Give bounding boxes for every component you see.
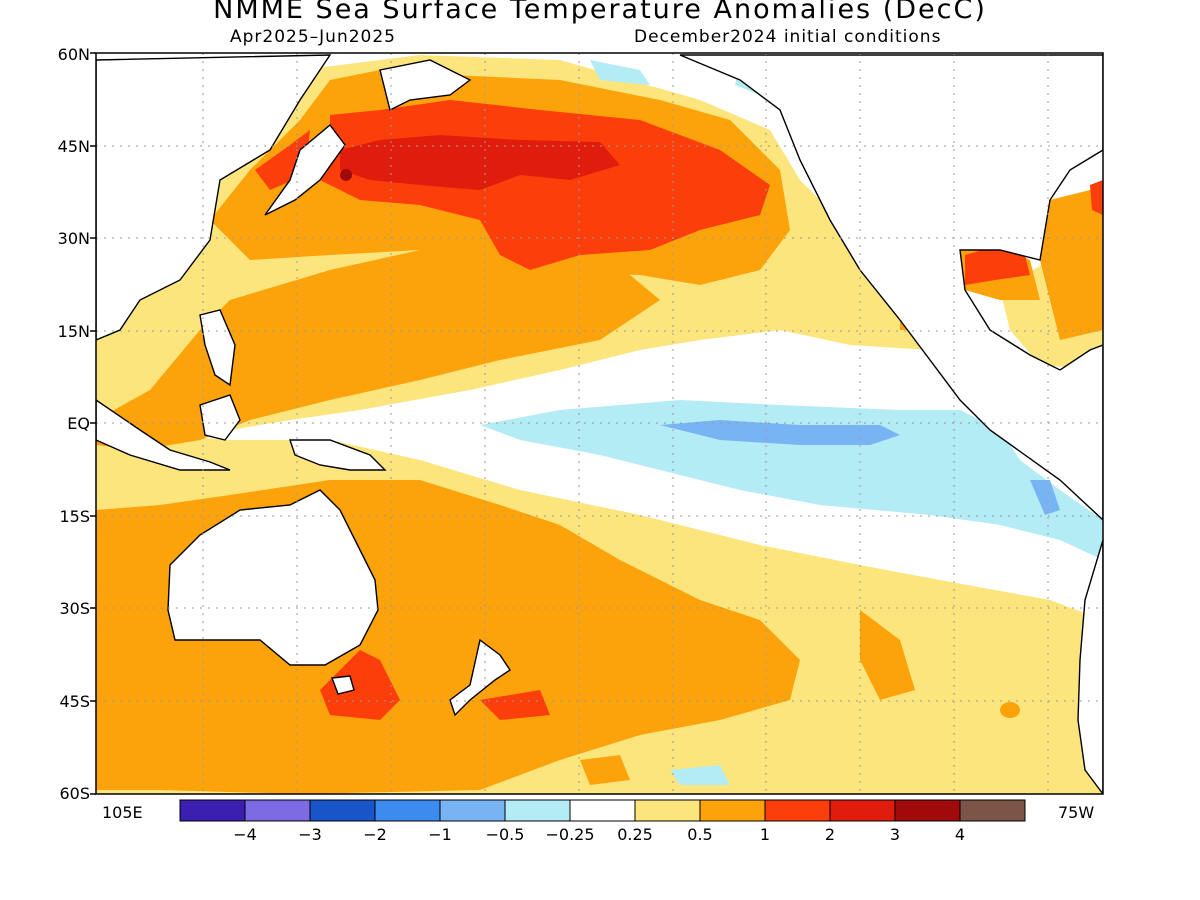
australia xyxy=(167,489,379,666)
north-america xyxy=(679,54,1103,521)
borneo xyxy=(199,394,241,441)
philippines xyxy=(199,309,236,387)
lon-label-east: 75W xyxy=(1058,803,1095,822)
colorbar-swatch xyxy=(569,799,636,822)
lat-label-45s: 45S xyxy=(59,692,90,711)
colorbar-tick-label: −0.25 xyxy=(545,825,595,844)
asia-mainland xyxy=(96,54,332,341)
colorbar-tick-label: −4 xyxy=(233,825,257,844)
lon-label-west: 105E xyxy=(102,803,143,822)
anomaly-field xyxy=(96,53,1103,794)
lat-label-15s: 15S xyxy=(59,507,90,526)
japan xyxy=(264,123,346,216)
colorbar-swatch xyxy=(244,799,311,822)
graticule xyxy=(96,53,1103,794)
colorbar-tick-label: −0.5 xyxy=(485,825,525,844)
colorbar-tick-label: −2 xyxy=(363,825,387,844)
lat-label-eq: EQ xyxy=(67,414,90,433)
anomaly-neg-05-1 xyxy=(660,420,1060,515)
colorbar xyxy=(179,799,1026,822)
anomaly-2-3 xyxy=(340,135,620,190)
colorbar-swatch xyxy=(179,799,246,822)
lat-ticks xyxy=(90,52,96,795)
colorbar-swatch xyxy=(634,799,701,822)
colorbar-tick-label: 0.25 xyxy=(617,825,653,844)
colorbar-swatch xyxy=(894,799,961,822)
sumatra-java xyxy=(96,399,231,471)
new-zealand xyxy=(449,638,511,717)
colorbar-tick-label: 0.5 xyxy=(687,825,713,844)
colorbar-swatch xyxy=(309,799,376,822)
season-subtitle: Apr2025–Jun2025 xyxy=(230,27,396,47)
continents xyxy=(96,54,1103,794)
colorbar-tick-label: −3 xyxy=(298,825,322,844)
colorbar-swatch xyxy=(959,799,1026,822)
map-title: NMME Sea Surface Temperature Anomalies (… xyxy=(213,0,987,25)
colorbar-swatch xyxy=(504,799,571,822)
initial-conditions-subtitle: December2024 initial conditions xyxy=(634,27,942,47)
colorbar-tick-label: −1 xyxy=(428,825,452,844)
colorbar-swatch xyxy=(374,799,441,822)
colorbar-swatch xyxy=(829,799,896,822)
colorbar-swatch xyxy=(764,799,831,822)
lat-label-15n: 15N xyxy=(57,322,90,341)
alaska-peninsula xyxy=(379,59,472,112)
lat-label-60s: 60S xyxy=(59,784,90,803)
lat-label-60n: 60N xyxy=(57,45,90,64)
colorbar-tick-label: 2 xyxy=(824,825,836,844)
new-guinea xyxy=(289,439,387,471)
lat-label-30n: 30N xyxy=(57,229,90,248)
south-america xyxy=(1077,539,1103,794)
anomaly-3-4 xyxy=(340,169,352,181)
lat-label-45n: 45N xyxy=(57,137,90,156)
colorbar-tick-label: 4 xyxy=(954,825,966,844)
lat-label-30s: 30S xyxy=(59,599,90,618)
colorbar-tick-label: 3 xyxy=(889,825,901,844)
colorbar-swatch xyxy=(439,799,506,822)
colorbar-swatch xyxy=(699,799,766,822)
colorbar-tick-label: 1 xyxy=(759,825,771,844)
tasmania xyxy=(331,675,355,695)
